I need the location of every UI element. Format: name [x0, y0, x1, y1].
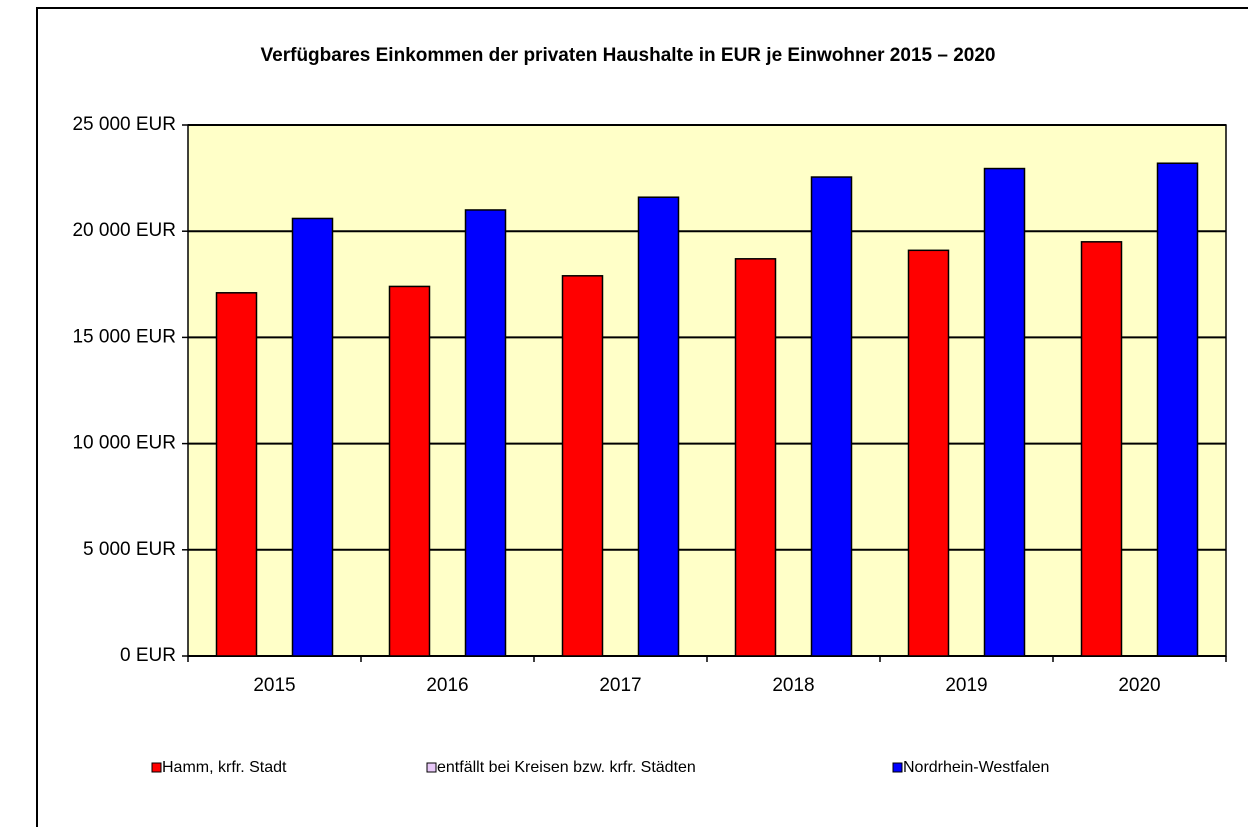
bar [810, 176, 853, 657]
legend-label: Nordrhein-Westfalen [903, 759, 1049, 776]
legend-swatch [892, 762, 903, 773]
bar [1080, 241, 1123, 657]
bar [291, 217, 334, 657]
x-tick-label: 2018 [772, 675, 814, 696]
y-tick-label: 25 000 EUR [72, 114, 176, 135]
x-tick-label: 2016 [426, 675, 468, 696]
legend-swatch [426, 762, 437, 773]
legend-swatch [151, 762, 162, 773]
bar [1156, 162, 1199, 657]
bar [637, 196, 680, 657]
bar [388, 285, 431, 657]
bar [561, 275, 604, 657]
legend-label: Hamm, krfr. Stadt [162, 759, 287, 776]
bar [734, 258, 777, 657]
x-tick-label: 2020 [1118, 675, 1160, 696]
bar [983, 167, 1026, 657]
legend-label: entfällt bei Kreisen bzw. krfr. Städten [437, 759, 696, 776]
y-tick-label: 0 EUR [120, 645, 176, 666]
x-tick-label: 2015 [253, 675, 295, 696]
y-tick-label: 15 000 EUR [72, 326, 176, 347]
x-tick-label: 2017 [599, 675, 641, 696]
chart-title: Verfügbares Einkommen der privaten Haush… [261, 45, 996, 66]
y-tick-label: 20 000 EUR [72, 220, 176, 241]
bar [215, 292, 258, 657]
y-tick-label: 5 000 EUR [83, 539, 176, 560]
bar [907, 249, 950, 657]
plot-area [187, 124, 1227, 657]
x-tick-label: 2019 [945, 675, 987, 696]
y-tick-label: 10 000 EUR [72, 433, 176, 454]
bar [464, 209, 507, 657]
